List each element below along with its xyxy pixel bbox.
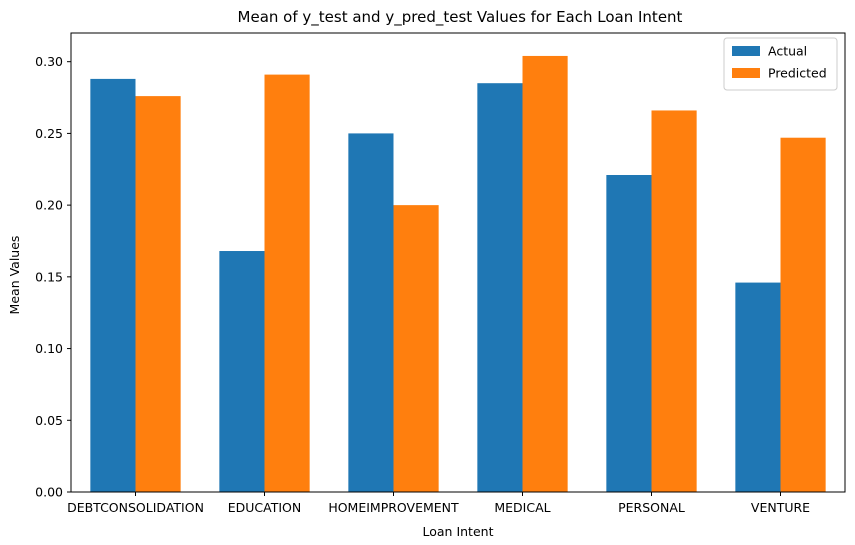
bar-predicted-medical: [522, 55, 568, 492]
bar-predicted-homeimprovement: [393, 205, 439, 493]
y-tick-label: 0.10: [35, 341, 63, 356]
bar-predicted-personal: [651, 110, 697, 493]
bar-actual-medical: [477, 83, 523, 492]
x-tick-label: DEBTCONSOLIDATION: [67, 500, 204, 515]
bar-predicted-debtconsolidation: [135, 96, 181, 493]
plot-frame: [70, 32, 846, 493]
bar-actual-debtconsolidation: [90, 78, 136, 493]
legend-label-predicted: Predicted: [768, 66, 827, 81]
y-tick-label: 0.20: [35, 198, 63, 213]
x-tick-label: EDUCATION: [228, 500, 302, 515]
bar-actual-education: [219, 251, 265, 492]
axes-layer: DEBTCONSOLIDATION EDUCATION HOMEIMPROVEMEN…: [35, 32, 846, 515]
y-tick-label: 0.05: [35, 413, 63, 428]
bar-predicted-venture: [780, 137, 826, 492]
y-tick-label: 0.00: [35, 485, 63, 500]
x-tick-label: MEDICAL: [494, 500, 550, 515]
legend: Actual Predicted: [723, 37, 838, 91]
y-tick-label: 0.30: [35, 54, 63, 69]
x-axis-label: Loan Intent: [423, 524, 494, 539]
x-tick-label: PERSONAL: [618, 500, 685, 515]
y-tick-label: 0.15: [35, 269, 63, 284]
bar-predicted-education: [264, 74, 310, 492]
bar-actual-homeimprovement: [348, 133, 394, 492]
bars-layer: [90, 55, 826, 493]
legend-label-actual: Actual: [768, 44, 807, 59]
legend-swatch-actual: [732, 46, 760, 56]
chart-title: Mean of y_test and y_pred_test Values fo…: [238, 8, 683, 27]
bar-actual-personal: [606, 175, 652, 492]
legend-swatch-predicted: [732, 68, 760, 78]
bar-actual-venture: [735, 282, 781, 492]
y-axis-label: Mean Values: [7, 236, 22, 315]
x-tick-label: HOMEIMPROVEMENT: [328, 500, 459, 515]
x-tick-label: VENTURE: [751, 500, 810, 515]
y-tick-label: 0.25: [35, 126, 63, 141]
